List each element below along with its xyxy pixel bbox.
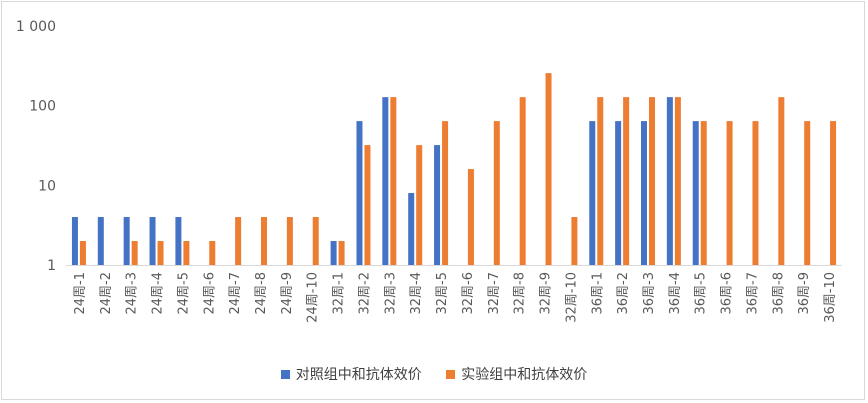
legend-item-experimental: 实验组中和抗体效价 bbox=[446, 364, 587, 384]
bar-experimental bbox=[752, 121, 759, 265]
x-tick-label: 32周-1 bbox=[332, 272, 347, 315]
bar-control bbox=[589, 121, 596, 265]
bar-experimental bbox=[571, 217, 578, 265]
bar-experimental bbox=[649, 97, 655, 265]
x-tick-label: 36周-2 bbox=[616, 272, 631, 315]
x-tick-label: 32周-6 bbox=[461, 272, 476, 315]
x-tick-label: 24周-9 bbox=[280, 272, 295, 315]
x-tick-label: 32周-10 bbox=[564, 272, 579, 323]
bar-experimental bbox=[157, 241, 164, 265]
x-tick-label: 24周-3 bbox=[125, 272, 140, 315]
x-tick-label: 36周-4 bbox=[668, 272, 683, 315]
bar-control bbox=[666, 97, 673, 265]
y-tick-label: 1 000 bbox=[16, 19, 56, 35]
bar-experimental bbox=[338, 241, 345, 265]
bar-experimental bbox=[442, 121, 449, 265]
x-tick-label: 24周-10 bbox=[306, 272, 321, 323]
bar-experimental bbox=[209, 241, 216, 265]
bar-experimental bbox=[183, 241, 190, 265]
bar-experimental bbox=[778, 97, 785, 265]
bar-experimental bbox=[726, 121, 733, 265]
bar-experimental bbox=[545, 73, 552, 265]
bar-experimental bbox=[519, 97, 526, 265]
bar-control bbox=[356, 121, 363, 265]
x-tick-label: 36周-1 bbox=[590, 272, 605, 315]
bar-control bbox=[97, 217, 104, 265]
y-tick-label: 100 bbox=[29, 99, 56, 115]
bar-control bbox=[408, 193, 415, 265]
bar-experimental bbox=[493, 121, 500, 265]
legend-label-experimental: 实验组中和抗体效价 bbox=[461, 367, 588, 383]
y-tick-label: 10 bbox=[38, 178, 56, 194]
x-tick-label: 36周-10 bbox=[823, 272, 838, 323]
x-tick-label: 32周-7 bbox=[487, 272, 502, 315]
x-tick-label: 24周-1 bbox=[73, 272, 88, 315]
bar-experimental bbox=[79, 241, 86, 265]
bar-experimental bbox=[312, 217, 319, 265]
bar-experimental bbox=[286, 217, 293, 265]
bar-experimental bbox=[804, 121, 811, 265]
bar-control bbox=[330, 241, 337, 265]
bar-experimental bbox=[261, 217, 267, 265]
bar-control bbox=[123, 217, 130, 265]
bar-experimental bbox=[700, 121, 707, 265]
bar-experimental bbox=[390, 97, 397, 265]
x-tick-label: 32周-5 bbox=[435, 272, 450, 315]
bar-experimental bbox=[416, 145, 423, 265]
bar-experimental bbox=[131, 241, 138, 265]
legend-label-control: 对照组中和抗体效价 bbox=[295, 367, 422, 383]
bar-control bbox=[175, 217, 182, 265]
x-tick-label: 36周-9 bbox=[797, 272, 812, 315]
bar-control bbox=[434, 145, 441, 265]
y-tick-label: 1 bbox=[47, 258, 56, 274]
bar-control bbox=[641, 121, 647, 265]
x-tick-label: 24周-5 bbox=[176, 272, 191, 315]
x-tick-label: 32周-2 bbox=[357, 272, 372, 315]
x-tick-label: 32周-8 bbox=[513, 272, 528, 315]
x-tick-label: 32周-4 bbox=[409, 272, 424, 315]
x-tick-label: 24周-8 bbox=[254, 272, 269, 315]
x-tick-label: 24周-7 bbox=[228, 272, 243, 315]
bar-experimental bbox=[623, 97, 630, 265]
legend-swatch-control bbox=[280, 369, 290, 379]
bar-control bbox=[71, 217, 78, 265]
legend-item-control: 对照组中和抗体效价 bbox=[280, 364, 422, 384]
x-tick-label: 36周-6 bbox=[720, 272, 735, 315]
bar-experimental bbox=[674, 97, 681, 265]
bar-experimental bbox=[597, 97, 604, 265]
bar-experimental bbox=[467, 169, 474, 265]
chart-legend: 对照组中和抗体效价 实验组中和抗体效价 bbox=[0, 364, 868, 384]
bar-control bbox=[615, 121, 622, 265]
x-tick-label: 24周-6 bbox=[202, 272, 217, 315]
legend-swatch-experimental bbox=[446, 369, 456, 379]
bar-control bbox=[692, 121, 699, 265]
bar-control bbox=[382, 97, 389, 265]
bar-experimental bbox=[235, 217, 242, 265]
bar-experimental bbox=[364, 145, 371, 265]
x-tick-label: 36周-5 bbox=[694, 272, 709, 315]
x-tick-label: 36周-7 bbox=[745, 272, 760, 315]
bar-experimental bbox=[830, 121, 837, 265]
x-tick-label: 24周-2 bbox=[99, 272, 114, 315]
bar-control bbox=[149, 217, 156, 265]
x-tick-label: 36周-8 bbox=[771, 272, 786, 315]
x-tick-label: 36周-3 bbox=[642, 272, 657, 315]
x-tick-label: 32周-9 bbox=[539, 272, 554, 315]
x-tick-label: 32周-3 bbox=[383, 272, 398, 315]
x-tick-label: 24周-4 bbox=[151, 272, 166, 315]
